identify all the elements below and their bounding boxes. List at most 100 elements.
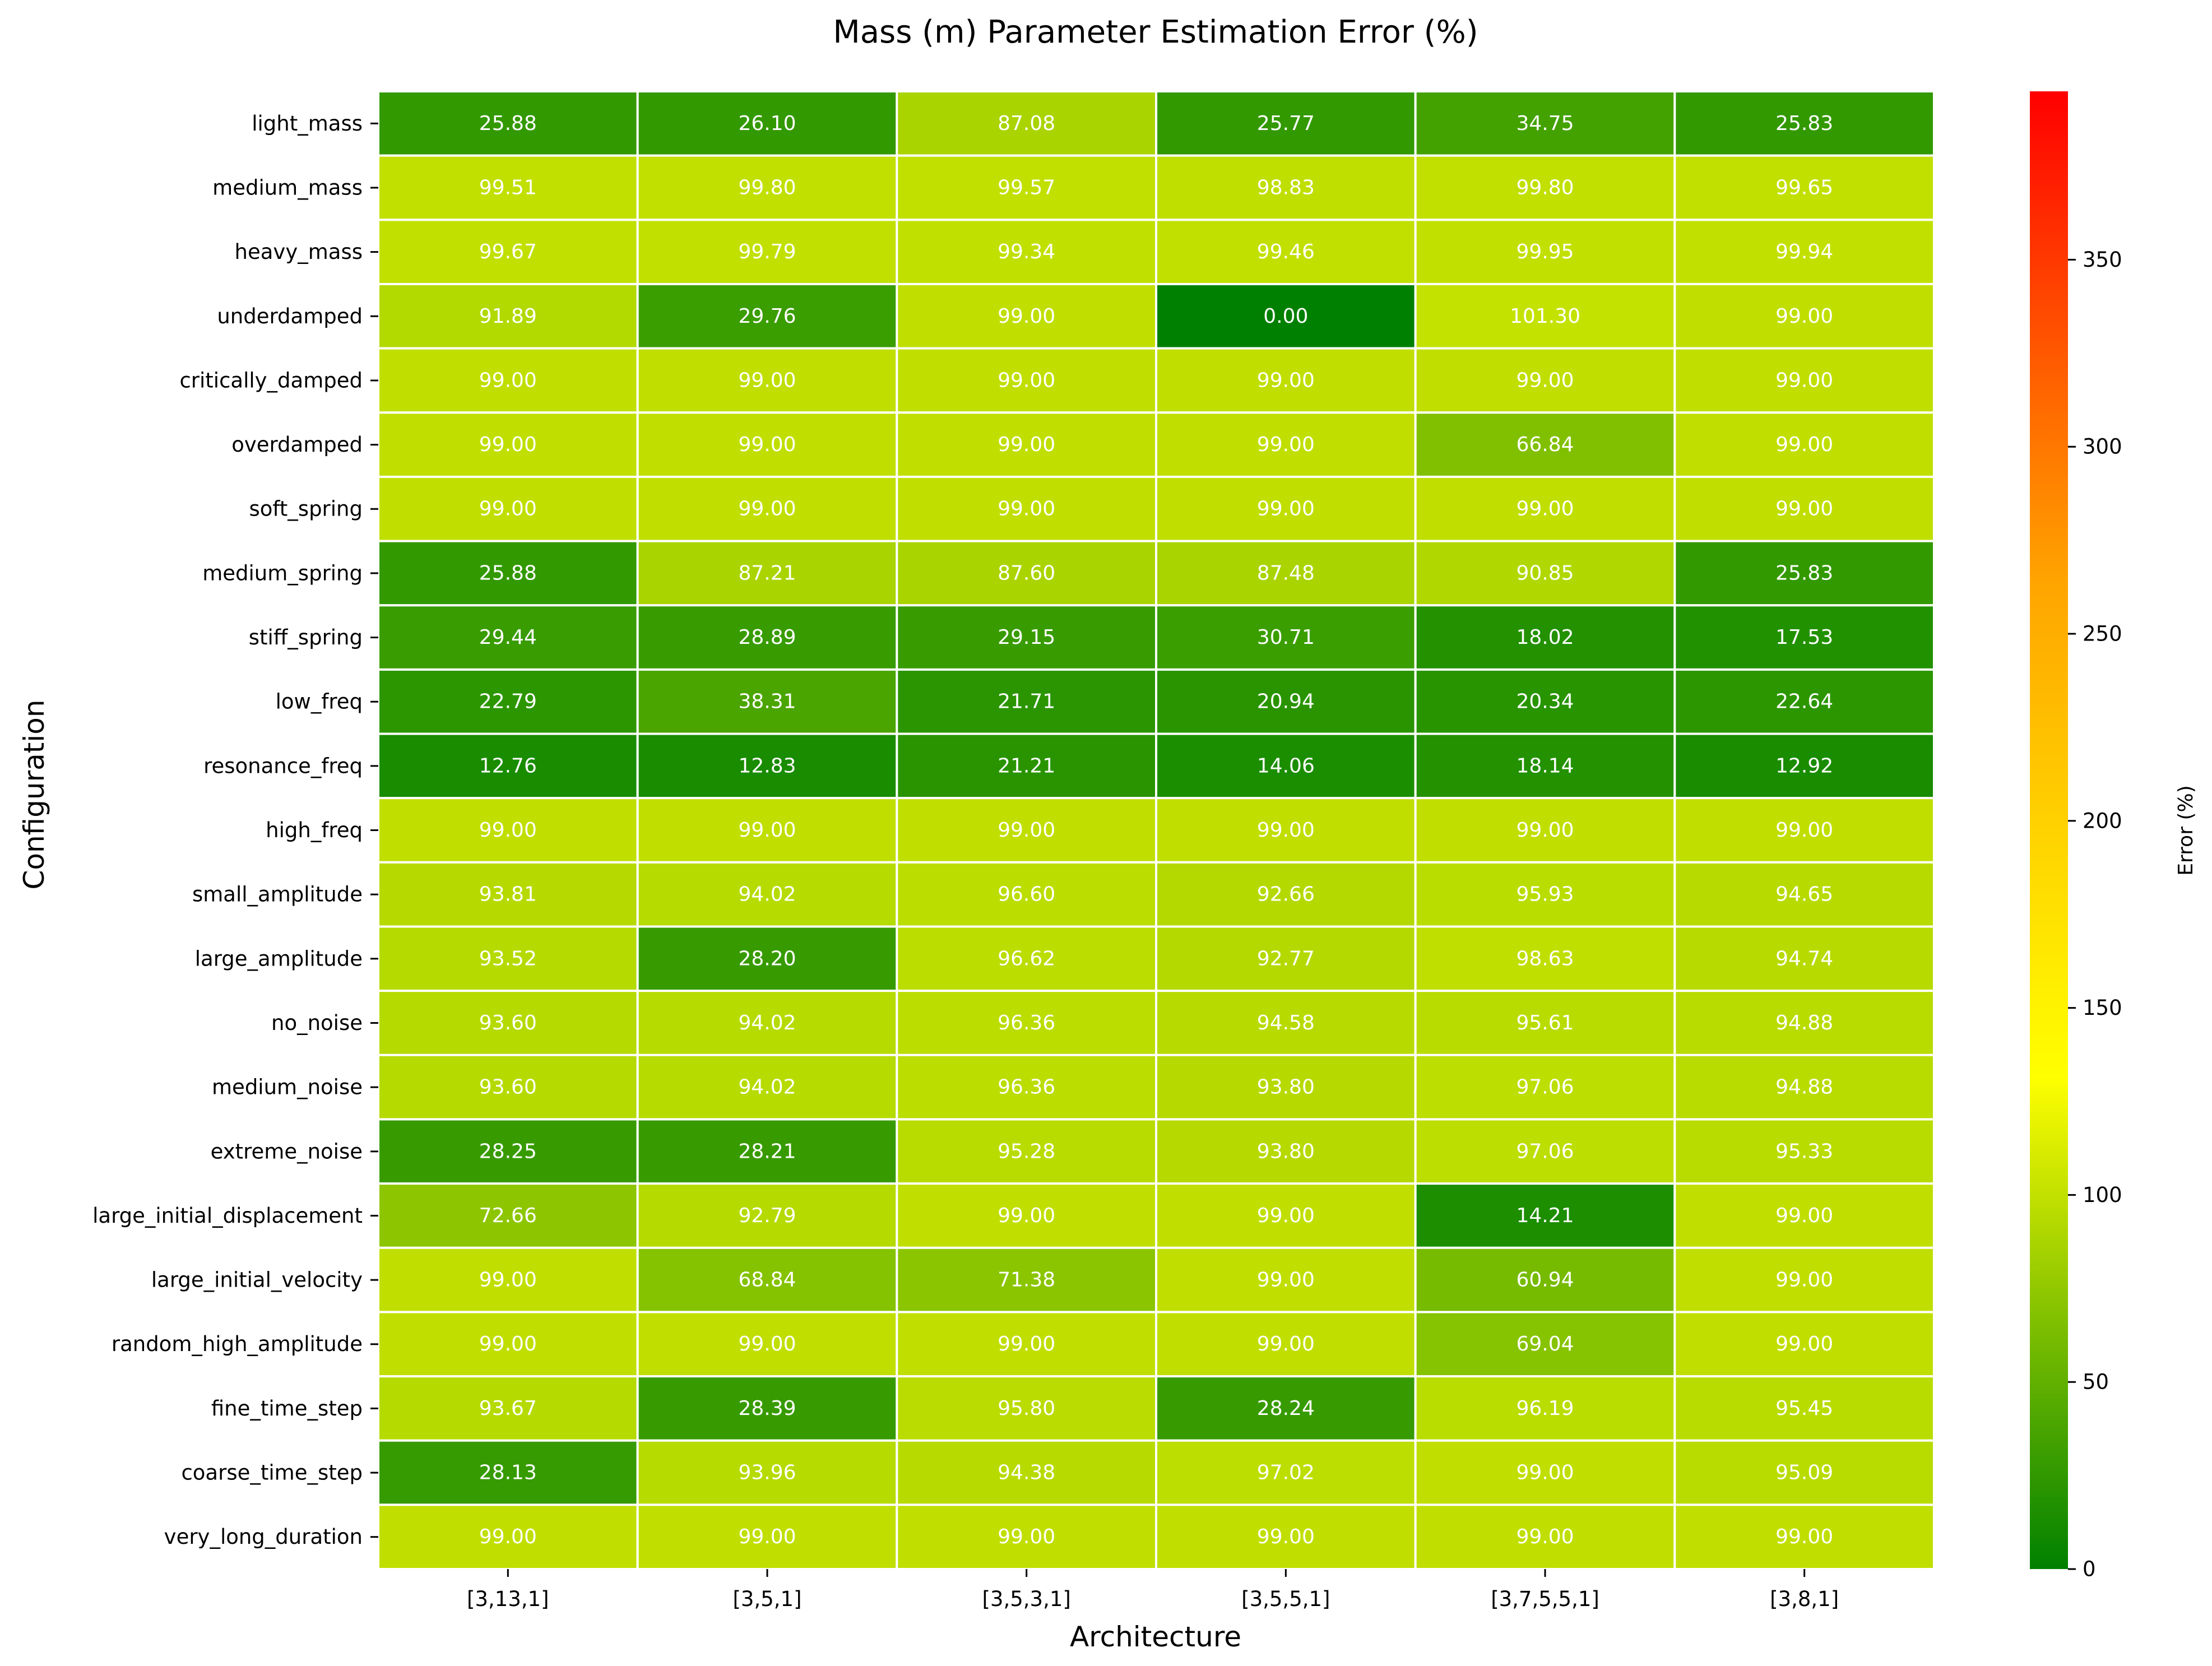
heatmap-cell — [1414, 990, 1676, 1056]
cell-value-label: 25.83 — [1775, 561, 1833, 584]
cell-value-label: 99.00 — [738, 498, 796, 521]
cell-value-label: 29.15 — [998, 626, 1055, 649]
heatmap-cell — [1414, 282, 1676, 350]
heatmap-cell — [1414, 347, 1676, 414]
cell-value-label: 99.00 — [1516, 819, 1574, 842]
cell-value-label: 99.00 — [998, 819, 1055, 842]
cell-value-label: 99.00 — [1775, 498, 1833, 521]
row-tick-label: high_freq — [266, 818, 363, 842]
cell-value-label: 29.76 — [738, 305, 796, 328]
cell-value-label: 93.67 — [479, 1397, 537, 1420]
cell-value-label: 93.60 — [479, 1076, 537, 1099]
row-tick-label: low_freq — [276, 690, 363, 714]
cell-value-label: 68.84 — [738, 1269, 796, 1292]
cell-value-label: 34.75 — [1516, 112, 1574, 135]
cell-value-label: 99.00 — [1775, 305, 1833, 328]
cell-value-label: 99.00 — [1257, 498, 1315, 521]
cell-value-label: 99.00 — [1257, 1333, 1315, 1356]
cell-value-label: 93.80 — [1257, 1076, 1315, 1099]
heatmap-cell — [636, 475, 898, 542]
cell-value-label: 99.46 — [1257, 240, 1315, 263]
colorbar: 0 50 100 150 200 250 300 350 Error (%) — [2030, 91, 2197, 1581]
heatmap-cell — [1673, 347, 1935, 414]
row-tick-label: very_long_duration — [164, 1525, 363, 1549]
row-tick-label: medium_noise — [212, 1075, 363, 1099]
cell-value-label: 14.06 — [1257, 754, 1315, 777]
cell-value-label: 99.00 — [1257, 369, 1315, 392]
cell-value-label: 14.21 — [1516, 1204, 1574, 1227]
cell-value-label: 95.61 — [1516, 1011, 1574, 1034]
cell-value-label: 94.88 — [1775, 1076, 1833, 1099]
column-tick-label: [3,5,5,1] — [1241, 1587, 1330, 1611]
cell-value-label: 99.00 — [1775, 819, 1833, 842]
heatmap-cells: 25.88 26.10 87.08 25.77 34.75 25.83 99.51 99.80… — [377, 90, 1935, 1571]
row-tick-label: critically_damped — [179, 368, 363, 392]
cell-value-label: 99.57 — [998, 176, 1055, 199]
heatmap-cell — [1673, 540, 1935, 607]
heatmap-cell — [377, 990, 639, 1056]
cell-value-label: 99.00 — [1257, 1269, 1315, 1292]
heatmap-cell — [896, 90, 1158, 157]
cell-value-label: 99.00 — [1516, 1525, 1574, 1548]
cell-value-label: 99.00 — [1257, 433, 1315, 456]
cell-value-label: 28.20 — [738, 947, 796, 970]
cell-value-label: 99.00 — [1257, 1204, 1315, 1227]
cell-value-label: 99.00 — [1775, 1525, 1833, 1548]
cell-value-label: 29.44 — [479, 626, 537, 649]
row-tick-label: overdamped — [231, 433, 363, 457]
cell-value-label: 99.00 — [998, 369, 1055, 392]
cell-value-label: 99.00 — [479, 1333, 537, 1356]
cell-value-label: 87.60 — [998, 561, 1055, 584]
cell-value-label: 99.00 — [998, 1525, 1055, 1548]
cell-value-label: 28.89 — [738, 626, 796, 649]
cell-value-label: 94.88 — [1775, 1011, 1833, 1034]
heatmap-cell — [1155, 668, 1417, 735]
cell-value-label: 38.31 — [738, 690, 796, 713]
heatmap-cell — [896, 1246, 1158, 1314]
heatmap-cell — [1673, 282, 1935, 350]
cell-value-label: 96.36 — [998, 1011, 1055, 1034]
heatmap-cell — [896, 219, 1158, 285]
heatmap-cell — [896, 990, 1158, 1056]
cell-value-label: 95.28 — [998, 1140, 1055, 1163]
heatmap-cell — [377, 411, 639, 478]
cell-value-label: 95.93 — [1516, 883, 1574, 906]
colorbar-label: Error (%) — [2174, 785, 2197, 876]
row-tick-label: resonance_freq — [203, 754, 363, 778]
cell-value-label: 22.64 — [1775, 690, 1833, 713]
cell-value-label: 99.00 — [998, 498, 1055, 521]
cell-value-label: 99.94 — [1775, 240, 1833, 263]
cell-value-label: 99.00 — [1516, 1461, 1574, 1484]
heatmap-cell — [377, 540, 639, 607]
cell-value-label: 12.83 — [738, 754, 796, 777]
heatmap-cell — [377, 1054, 639, 1121]
cell-value-label: 99.00 — [1516, 498, 1574, 521]
heatmap-cell — [1155, 219, 1417, 285]
cell-value-label: 93.80 — [1257, 1140, 1315, 1163]
cell-value-label: 99.00 — [998, 1204, 1055, 1227]
column-tick-label: [3,8,1] — [1770, 1587, 1839, 1611]
row-tick-label: light_mass — [252, 112, 363, 136]
heatmap-cell — [1673, 604, 1935, 671]
heatmap-cell — [1673, 1246, 1935, 1314]
cell-value-label: 69.04 — [1516, 1333, 1574, 1356]
cell-value-label: 97.06 — [1516, 1140, 1574, 1163]
cell-value-label: 0.00 — [1263, 305, 1308, 328]
cell-value-label: 96.19 — [1516, 1397, 1574, 1420]
heatmap-cell — [1414, 1503, 1676, 1571]
cell-value-label: 87.48 — [1257, 561, 1315, 584]
heatmap-cell — [896, 282, 1158, 350]
colorbar-tick-label: 150 — [2083, 996, 2122, 1020]
cell-value-label: 87.21 — [738, 561, 796, 584]
heatmap-cell — [1673, 1375, 1935, 1442]
heatmap-cell — [1673, 861, 1935, 928]
heatmap-cell — [1155, 282, 1417, 350]
cell-value-label: 87.08 — [998, 112, 1055, 135]
x-axis-label: Architecture — [1070, 1621, 1241, 1653]
heatmap-cell — [636, 540, 898, 607]
cell-value-label: 25.88 — [479, 112, 537, 135]
cell-value-label: 99.00 — [738, 1525, 796, 1548]
cell-value-label: 99.00 — [1775, 1204, 1833, 1227]
heatmap-cell — [1673, 668, 1935, 735]
cell-value-label: 99.51 — [479, 176, 537, 199]
